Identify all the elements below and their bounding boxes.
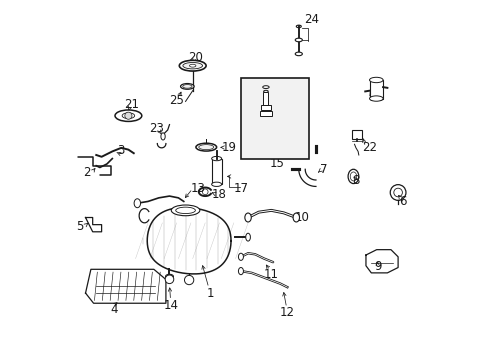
Ellipse shape: [211, 157, 221, 161]
Bar: [211, 158, 221, 184]
Ellipse shape: [211, 182, 221, 186]
Circle shape: [165, 275, 173, 284]
Text: 19: 19: [221, 141, 236, 154]
Bar: [369, 80, 382, 99]
Text: 5: 5: [76, 220, 84, 233]
Ellipse shape: [134, 199, 140, 208]
Text: 24: 24: [303, 13, 318, 26]
Polygon shape: [365, 249, 397, 273]
Text: 21: 21: [124, 98, 139, 111]
Bar: [259, 111, 271, 116]
Circle shape: [267, 107, 271, 111]
Ellipse shape: [245, 233, 250, 241]
Ellipse shape: [161, 133, 165, 140]
Ellipse shape: [292, 213, 299, 222]
Text: 9: 9: [374, 260, 382, 273]
Ellipse shape: [295, 38, 302, 42]
Ellipse shape: [189, 64, 196, 67]
Bar: [241, 78, 308, 158]
Text: 7: 7: [320, 163, 327, 176]
Ellipse shape: [244, 213, 251, 222]
Ellipse shape: [171, 205, 200, 216]
Ellipse shape: [179, 60, 205, 71]
Text: 25: 25: [169, 94, 183, 107]
Ellipse shape: [238, 253, 243, 260]
Text: 1: 1: [206, 287, 214, 300]
Text: 15: 15: [269, 157, 284, 170]
Ellipse shape: [196, 143, 216, 151]
Polygon shape: [147, 207, 230, 274]
Text: 23: 23: [149, 122, 164, 135]
Ellipse shape: [369, 77, 382, 83]
Text: 17: 17: [233, 182, 248, 195]
Circle shape: [184, 275, 193, 285]
Text: 3: 3: [117, 144, 125, 157]
Text: 13: 13: [190, 182, 205, 195]
Text: 8: 8: [351, 174, 359, 187]
Text: 2: 2: [83, 166, 91, 179]
Text: 12: 12: [279, 306, 294, 319]
Text: 16: 16: [289, 125, 304, 138]
Ellipse shape: [122, 113, 134, 118]
Bar: [351, 130, 362, 139]
Circle shape: [389, 185, 405, 201]
Ellipse shape: [165, 274, 173, 279]
Polygon shape: [298, 169, 315, 186]
Ellipse shape: [295, 52, 302, 56]
Ellipse shape: [238, 267, 243, 275]
Ellipse shape: [180, 84, 194, 89]
Text: 10: 10: [294, 211, 308, 224]
Text: 18: 18: [212, 188, 226, 201]
Text: 26: 26: [369, 91, 384, 104]
Ellipse shape: [347, 169, 358, 184]
Text: 20: 20: [187, 51, 202, 64]
Text: 22: 22: [362, 141, 377, 154]
Ellipse shape: [198, 145, 213, 150]
Bar: [263, 92, 268, 105]
Text: 4: 4: [110, 303, 118, 316]
Polygon shape: [85, 269, 165, 303]
Bar: [261, 105, 270, 111]
Ellipse shape: [183, 63, 202, 69]
Text: 11: 11: [263, 268, 278, 281]
Circle shape: [124, 112, 132, 119]
Ellipse shape: [115, 110, 142, 121]
Ellipse shape: [183, 85, 192, 88]
Text: 6: 6: [398, 195, 406, 208]
Polygon shape: [85, 217, 102, 232]
Text: 14: 14: [163, 298, 179, 311]
Ellipse shape: [369, 96, 382, 101]
